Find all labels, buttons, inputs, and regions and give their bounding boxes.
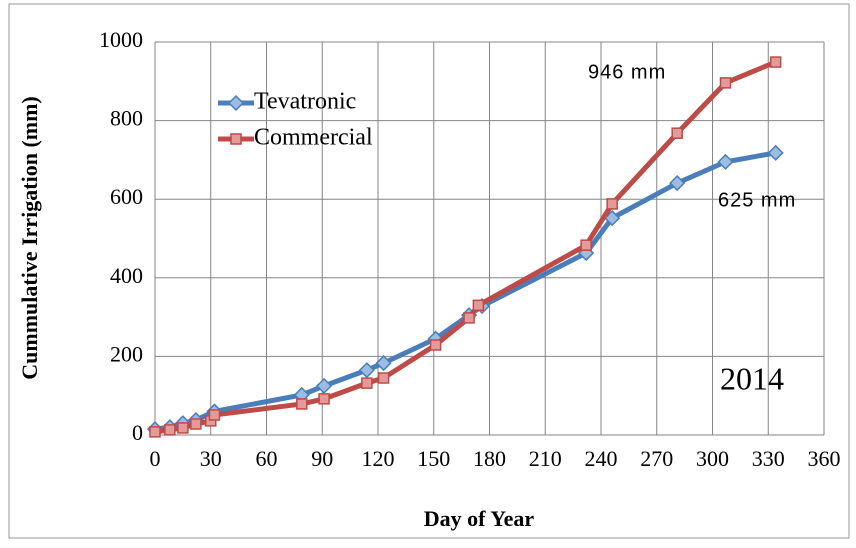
marker	[606, 198, 618, 210]
marker	[375, 355, 392, 372]
x-tick-label: 120	[362, 446, 395, 471]
x-tick-label: 90	[311, 446, 333, 471]
marker	[361, 377, 373, 389]
y-tick-label: 0	[132, 420, 143, 445]
marker	[377, 372, 390, 384]
x-tick-label: 330	[752, 446, 785, 471]
legend-label: Commercial	[254, 125, 373, 151]
x-tick-label: 0	[150, 446, 161, 471]
marker	[358, 362, 375, 379]
y-axis-title: Cummulative Irrigation (mm)	[17, 96, 42, 380]
marker	[149, 426, 161, 438]
x-tick-label: 60	[256, 446, 278, 471]
x-axis-title: Day of Year	[424, 506, 535, 531]
marker	[429, 339, 442, 351]
marker	[316, 377, 333, 394]
y-tick-label: 600	[110, 184, 143, 209]
legend-marker	[227, 94, 245, 112]
x-tick-label: 300	[696, 446, 729, 471]
marker	[296, 398, 308, 410]
marker	[719, 77, 732, 89]
y-tick-label: 1000	[99, 27, 143, 52]
y-tick-label: 800	[110, 106, 143, 131]
marker	[580, 239, 592, 251]
x-tick-label: 270	[640, 446, 673, 471]
chart-frame	[8, 3, 850, 539]
marker	[717, 153, 734, 170]
marker	[164, 424, 176, 436]
marker	[472, 299, 485, 312]
plot-area: 0 200 400 600 800 1000 0 30 60 90 120 150 180 210 240 2…	[99, 27, 841, 471]
x-tick-label: 360	[808, 446, 841, 471]
y-tick-label: 400	[110, 263, 143, 288]
annotation: 946 mm	[588, 61, 666, 83]
x-tick-label: 150	[417, 446, 450, 471]
y-tick-label: 200	[110, 341, 143, 366]
marker	[463, 312, 475, 324]
marker	[769, 56, 782, 68]
annotation: 625 mm	[718, 189, 796, 211]
x-tick-label: 180	[473, 446, 506, 471]
legend-label: Tevatronic	[254, 89, 356, 115]
marker	[767, 144, 784, 161]
legend-marker	[230, 133, 242, 145]
annotation: 2014	[720, 360, 784, 396]
marker	[190, 418, 202, 430]
marker	[208, 409, 221, 421]
x-tick-label: 240	[585, 446, 618, 471]
x-tick-label: 210	[529, 446, 562, 471]
marker	[671, 127, 683, 139]
x-tick-label: 30	[200, 446, 222, 471]
marker	[669, 175, 686, 192]
marker	[177, 422, 189, 434]
marker	[318, 393, 330, 405]
